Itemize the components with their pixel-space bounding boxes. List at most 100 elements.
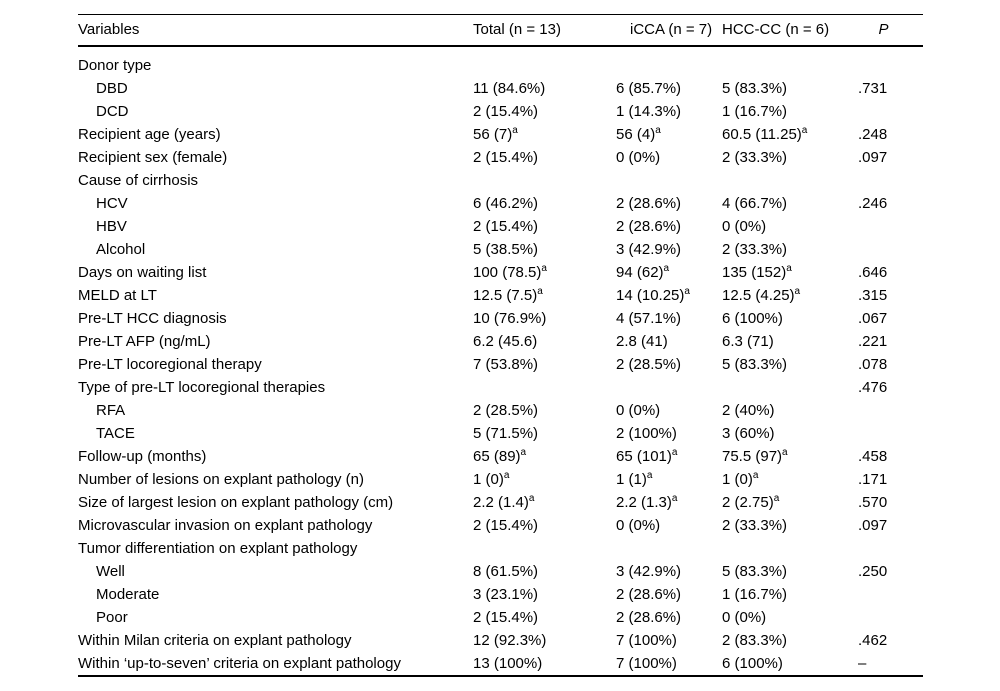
cell-variable: Donor type [78, 57, 152, 74]
cell-hcc-cc [722, 537, 858, 560]
cell-hcc-cc: 2 (33.3%) [722, 241, 788, 258]
cell-icca [616, 537, 722, 560]
cell-variable: Recipient age (years) [78, 126, 221, 143]
cell-p-value: .462 [858, 632, 888, 649]
footnote-marker: a [671, 493, 678, 504]
cell-variable: Number of lesions on explant pathology (… [78, 471, 364, 488]
cell-variable: Within Milan criteria on explant patholo… [78, 632, 352, 649]
cell-variable: Follow-up (months) [78, 448, 207, 465]
cell-icca: 1 (1)a [616, 470, 653, 489]
footnote-marker: a [801, 125, 808, 136]
cell-p-value: .067 [858, 310, 888, 327]
table-row: TACE 5 (71.5%) 2 (100%) 3 (60%) [78, 422, 923, 445]
cell-variable: Alcohol [96, 241, 146, 258]
cell-total: 13 (100%) [473, 655, 543, 672]
table-row: RFA 2 (28.5%) 0 (0%) 2 (40%) [78, 399, 923, 422]
table-header: Variables Total (n = 13) iCCA (n = 7) HC… [78, 15, 923, 46]
table-row: HBV 2 (15.4%) 2 (28.6%) 0 (0%) [78, 215, 923, 238]
table-row: MELD at LT 12.5 (7.5)a 14 (10.25)a 12.5 (4.… [78, 284, 923, 307]
cell-total: 6 (46.2%) [473, 195, 539, 212]
table-row: Cause of cirrhosis [78, 169, 923, 192]
cell-variable: Poor [96, 609, 128, 626]
cell-p-value [858, 238, 923, 261]
cell-hcc-cc: 2 (33.3%) [722, 149, 788, 166]
cell-hcc-cc: 5 (83.3%) [722, 356, 788, 373]
cell-total: 2 (15.4%) [473, 609, 539, 626]
cell-icca: 4 (57.1%) [616, 310, 682, 327]
column-header-variables: Variables [78, 21, 140, 38]
cell-p-value [858, 537, 923, 560]
table-row: Pre-LT AFP (ng/mL) 6.2 (45.6) 2.8 (41) 6.3 … [78, 330, 923, 353]
cell-icca: 2 (28.6%) [616, 195, 682, 212]
cell-variable: Within ‘up-to-seven’ criteria on explant… [78, 655, 401, 672]
cell-total: 65 (89)a [473, 447, 527, 466]
cell-icca: 2 (28.6%) [616, 609, 682, 626]
cell-icca: 3 (42.9%) [616, 241, 682, 258]
cell-p-value: .221 [858, 333, 888, 350]
cell-p-value: .097 [858, 149, 888, 166]
cell-total: 10 (76.9%) [473, 310, 547, 327]
table-row: Pre-LT locoregional therapy 7 (53.8%) 2 (2… [78, 353, 923, 376]
cell-hcc-cc: 2 (2.75)a [722, 493, 780, 512]
cell-hcc-cc: 60.5 (11.25)a [722, 125, 808, 144]
cell-variable: Pre-LT locoregional therapy [78, 356, 262, 373]
cell-icca: 65 (101)a [616, 447, 678, 466]
footnote-marker: a [541, 263, 547, 274]
table-container: Variables Total (n = 13) iCCA (n = 7) HC… [78, 14, 923, 677]
table-row: Poor 2 (15.4%) 2 (28.6%) 0 (0%) [78, 606, 923, 629]
cell-total: 2 (28.5%) [473, 402, 539, 419]
cell-icca: 1 (14.3%) [616, 103, 682, 120]
cell-total: 2.2 (1.4)a [473, 493, 535, 512]
footnote-marker: a [671, 447, 678, 458]
cell-p-value [858, 606, 923, 629]
cell-icca: 14 (10.25)a [616, 286, 690, 305]
cell-variable: Microvascular invasion on explant pathol… [78, 517, 373, 534]
cell-variable: Tumor differentiation on explant patholo… [78, 540, 358, 557]
cell-icca: 0 (0%) [616, 517, 661, 534]
cell-p-value: .458 [858, 448, 888, 465]
table-row: Type of pre-LT locoregional therapies .47… [78, 376, 923, 399]
cell-variable: Type of pre-LT locoregional therapies [78, 379, 326, 396]
cell-variable: Cause of cirrhosis [78, 172, 199, 189]
table-row: Days on waiting list 100 (78.5)a 94 (62)a 1… [78, 261, 923, 284]
footnote-marker: a [773, 493, 780, 504]
cell-p-value [858, 422, 923, 445]
table-row: Follow-up (months) 65 (89)a 65 (101)a 75.5 … [78, 445, 923, 468]
cell-icca [616, 376, 722, 399]
cell-total: 5 (71.5%) [473, 425, 539, 442]
cell-hcc-cc: 0 (0%) [722, 218, 767, 235]
cell-total: 56 (7)a [473, 125, 518, 144]
cell-p-value [858, 100, 923, 123]
cell-icca: 3 (42.9%) [616, 563, 682, 580]
footnote-marker: a [752, 470, 759, 481]
cell-hcc-cc: 75.5 (97)a [722, 447, 788, 466]
cell-icca: 56 (4)a [616, 125, 661, 144]
cell-hcc-cc: 12.5 (4.25)a [722, 286, 801, 305]
cell-p-value [858, 215, 923, 238]
cell-icca: 2.2 (1.3)a [616, 493, 678, 512]
cell-total: 8 (61.5%) [473, 563, 539, 580]
cell-total: 1 (0)a [473, 470, 510, 489]
cell-hcc-cc: 5 (83.3%) [722, 563, 788, 580]
column-header-p-value: P [878, 21, 889, 38]
cell-total: 2 (15.4%) [473, 517, 539, 534]
cell-p-value: – [858, 655, 867, 672]
cell-variable: RFA [96, 402, 126, 419]
cell-hcc-cc [722, 169, 858, 192]
cell-variable: Recipient sex (female) [78, 149, 228, 166]
cell-icca: 2 (100%) [616, 425, 677, 442]
cell-variable: MELD at LT [78, 287, 157, 304]
table-row: Pre-LT HCC diagnosis 10 (76.9%) 4 (57.1%) 6… [78, 307, 923, 330]
table-row: HCV 6 (46.2%) 2 (28.6%) 4 (66.7%) .246 [78, 192, 923, 215]
cell-icca: 2.8 (41) [616, 333, 668, 350]
cell-hcc-cc: 2 (33.3%) [722, 517, 788, 534]
patient-characteristics-table: Variables Total (n = 13) iCCA (n = 7) HC… [78, 14, 923, 677]
cell-hcc-cc: 3 (60%) [722, 425, 775, 442]
table-row: DCD 2 (15.4%) 1 (14.3%) 1 (16.7%) [78, 100, 923, 123]
cell-total [473, 169, 616, 192]
cell-total: 11 (84.6%) [473, 80, 546, 97]
cell-variable: HBV [96, 218, 127, 235]
footnote-marker: a [646, 470, 653, 481]
cell-variable: Pre-LT HCC diagnosis [78, 310, 227, 327]
table-row: Moderate 3 (23.1%) 2 (28.6%) 1 (16.7%) [78, 583, 923, 606]
